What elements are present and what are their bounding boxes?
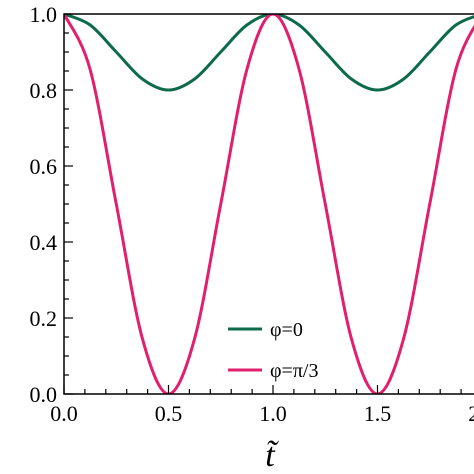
series-line-1 — [64, 14, 474, 394]
y-tick-label: 0.8 — [30, 78, 58, 103]
legend: φ=0 φ=π/3 — [228, 319, 318, 382]
x-axis-title: t̃ — [265, 437, 279, 474]
x-axis: 0.0 0.5 1.0 1.5 2.0 — [50, 385, 474, 426]
y-tick-label: 0.6 — [30, 154, 58, 179]
legend-label-phi-0: φ=0 — [270, 319, 303, 341]
series-lines — [64, 14, 474, 394]
x-tick-label: 1.5 — [364, 401, 392, 426]
y-tick-label: 0.2 — [30, 306, 58, 331]
y-axis: 0.0 0.2 0.4 0.6 0.8 1.0 — [30, 2, 73, 407]
y-tick-label: 0.4 — [30, 230, 58, 255]
y-tick-label: 1.0 — [30, 2, 58, 27]
x-tick-label: 0.0 — [50, 401, 78, 426]
series-line-0 — [64, 14, 474, 92]
x-tick-label: 1.0 — [259, 401, 287, 426]
y-tick-label: 0.0 — [30, 382, 58, 407]
legend-label-phi-pi-3: φ=π/3 — [270, 360, 318, 382]
x-tick-label: 2.0 — [468, 401, 474, 426]
x-tick-label: 0.5 — [155, 401, 183, 426]
